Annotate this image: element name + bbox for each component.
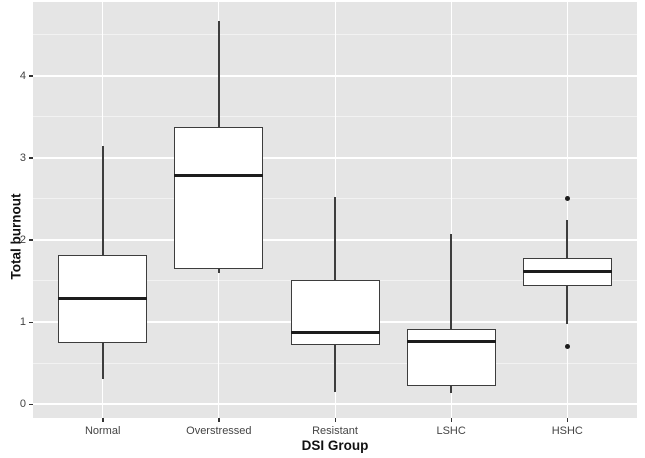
y-tick-mark bbox=[29, 239, 33, 241]
upper-whisker bbox=[217, 20, 220, 127]
upper-whisker bbox=[450, 234, 453, 329]
outlier-point bbox=[564, 196, 570, 202]
y-tick-label: 4 bbox=[19, 69, 26, 82]
iqr-box bbox=[174, 126, 264, 269]
y-tick-mark bbox=[29, 157, 33, 159]
upper-whisker bbox=[101, 145, 104, 255]
x-tick-mark bbox=[566, 418, 569, 422]
x-tick-mark bbox=[102, 418, 104, 422]
plot-panel bbox=[33, 2, 637, 418]
lower-whisker bbox=[450, 386, 453, 394]
boxplot-group-normal bbox=[33, 2, 637, 418]
x-axis-title: DSI Group bbox=[301, 438, 369, 453]
outlier-point bbox=[564, 344, 570, 350]
y-tick-label: 1 bbox=[19, 316, 26, 328]
upper-whisker bbox=[566, 220, 569, 258]
upper-whisker bbox=[334, 197, 336, 281]
y-tick-mark bbox=[29, 403, 33, 406]
median-line bbox=[174, 174, 264, 178]
y-tick-mark bbox=[29, 321, 33, 323]
lower-whisker bbox=[334, 344, 336, 392]
x-tick-label-resistant: Resistant bbox=[312, 425, 358, 437]
x-tick-mark bbox=[218, 418, 220, 422]
y-tick-mark bbox=[29, 75, 33, 77]
lower-whisker bbox=[217, 268, 220, 273]
median-line bbox=[406, 340, 496, 344]
iqr-box bbox=[406, 328, 496, 386]
vertical-gridline bbox=[450, 2, 452, 418]
x-tick-label-normal: Normal bbox=[84, 425, 121, 437]
median-line bbox=[290, 331, 380, 335]
y-axis-title: Total burnout bbox=[8, 193, 24, 280]
y-tick-label: 3 bbox=[19, 151, 26, 164]
median-line bbox=[522, 270, 612, 274]
y-tick-label: 2 bbox=[19, 233, 26, 246]
lower-whisker bbox=[566, 285, 569, 324]
median-line bbox=[58, 296, 148, 300]
y-tick-label: 0 bbox=[19, 398, 26, 411]
boxplot-group-hshc bbox=[33, 2, 637, 418]
x-tick-mark bbox=[334, 418, 336, 422]
boxplot-group-lshc bbox=[33, 2, 637, 418]
x-tick-label-overstressed: Overstressed bbox=[186, 425, 252, 437]
vertical-gridline bbox=[566, 2, 568, 418]
boxplot-group-overstressed bbox=[33, 2, 637, 418]
lower-whisker bbox=[101, 343, 104, 380]
x-tick-label-hshc: HSHC bbox=[551, 425, 583, 437]
x-tick-mark bbox=[450, 418, 453, 422]
x-tick-label-lshc: LSHC bbox=[436, 425, 466, 437]
boxplot-group-resistant bbox=[33, 2, 637, 418]
